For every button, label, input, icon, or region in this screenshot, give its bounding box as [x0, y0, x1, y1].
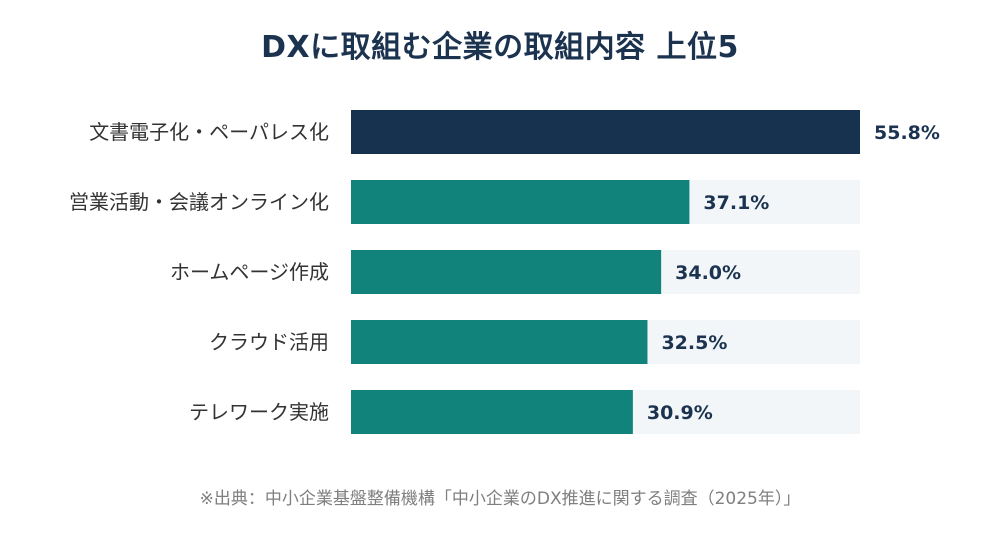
source-note: ※出典：中小企業基盤整備機構「中小企業のDX推進に関する調査（2025年）」 — [199, 489, 801, 509]
category-label-1: 文書電子化・ペーパレス化 — [89, 120, 329, 144]
bar-1 — [351, 110, 860, 154]
value-label-3: 34.0% — [675, 262, 741, 284]
value-label-1: 55.8% — [874, 122, 940, 144]
category-label-2: 営業活動・会議オンライン化 — [69, 190, 329, 214]
bar-2 — [351, 180, 690, 224]
category-label-5: テレワーク実施 — [189, 400, 329, 424]
value-label-4: 32.5% — [661, 332, 727, 354]
bar-3 — [351, 250, 662, 294]
chart-title: DXに取組む企業の取組内容 上位5 — [261, 30, 739, 65]
bar-5 — [351, 390, 633, 434]
bar-4 — [351, 320, 648, 364]
category-label-3: ホームページ作成 — [170, 260, 329, 284]
category-label-4: クラウド活用 — [209, 330, 329, 354]
value-label-2: 37.1% — [703, 192, 769, 214]
value-label-5: 30.9% — [647, 402, 713, 424]
